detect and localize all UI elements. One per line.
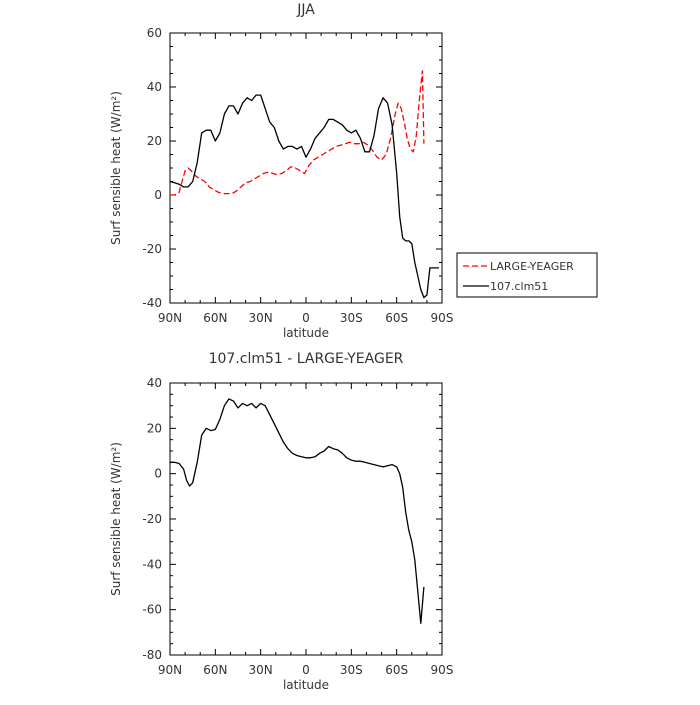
y-axis-label: Surf sensible heat (W/m²) bbox=[109, 91, 123, 245]
y-tick-label: -80 bbox=[142, 648, 162, 662]
x-tick-label: 60N bbox=[203, 311, 227, 325]
x-tick-label: 30N bbox=[249, 311, 273, 325]
legend: LARGE-YEAGER 107.clm51 bbox=[456, 252, 598, 298]
y-tick-label: 20 bbox=[147, 421, 162, 435]
x-tick-label: 90N bbox=[158, 311, 182, 325]
plot-frame bbox=[169, 32, 443, 304]
legend-box bbox=[456, 252, 598, 298]
x-tick-label: 0 bbox=[302, 663, 310, 677]
chart-title: JJA bbox=[296, 2, 315, 18]
legend-label: LARGE-YEAGER bbox=[490, 260, 574, 273]
y-tick-label: 40 bbox=[147, 80, 162, 94]
x-tick-label: 0 bbox=[302, 311, 310, 325]
x-tick-label: 60N bbox=[203, 663, 227, 677]
x-tick-label: 90N bbox=[158, 663, 182, 677]
x-tick-label: 60S bbox=[385, 663, 408, 677]
chart-panel-1: JJA 90N 60N 30N 0 30S 60S 90S -40 -20 0 20 40 60 latit… bbox=[109, 2, 598, 340]
series-line-1 bbox=[170, 398, 425, 624]
y-tick-label: 60 bbox=[147, 26, 162, 40]
x-axis-label: latitude bbox=[283, 326, 329, 340]
series-line-1 bbox=[170, 70, 425, 196]
chart-panel-2: 107.clm51 - LARGE-YEAGER 90N 60N 30N 0 30S 60S… bbox=[109, 351, 453, 692]
series-line-2 bbox=[169, 94, 439, 299]
x-axis-label: latitude bbox=[283, 678, 329, 692]
x-tick-label: 30N bbox=[249, 663, 273, 677]
y-tick-label: -60 bbox=[142, 603, 162, 617]
chart-title: 107.clm51 - LARGE-YEAGER bbox=[209, 351, 404, 367]
y-tick-label: -20 bbox=[142, 512, 162, 526]
x-tick-label: 30S bbox=[340, 311, 363, 325]
x-tick-label: 90S bbox=[431, 663, 454, 677]
x-tick-label: 90S bbox=[431, 311, 454, 325]
y-tick-label: -40 bbox=[142, 296, 162, 310]
y-tick-label: 0 bbox=[154, 467, 162, 481]
x-tick-label: 30S bbox=[340, 663, 363, 677]
y-tick-label: 40 bbox=[147, 376, 162, 390]
y-tick-label: -20 bbox=[142, 242, 162, 256]
y-tick-label: -40 bbox=[142, 557, 162, 571]
plot-frame bbox=[169, 382, 443, 656]
y-tick-label: 0 bbox=[154, 188, 162, 202]
legend-label: 107.clm51 bbox=[490, 280, 548, 293]
y-axis-label: Surf sensible heat (W/m²) bbox=[109, 442, 123, 596]
y-tick-label: 20 bbox=[147, 134, 162, 148]
x-tick-label: 60S bbox=[385, 311, 408, 325]
